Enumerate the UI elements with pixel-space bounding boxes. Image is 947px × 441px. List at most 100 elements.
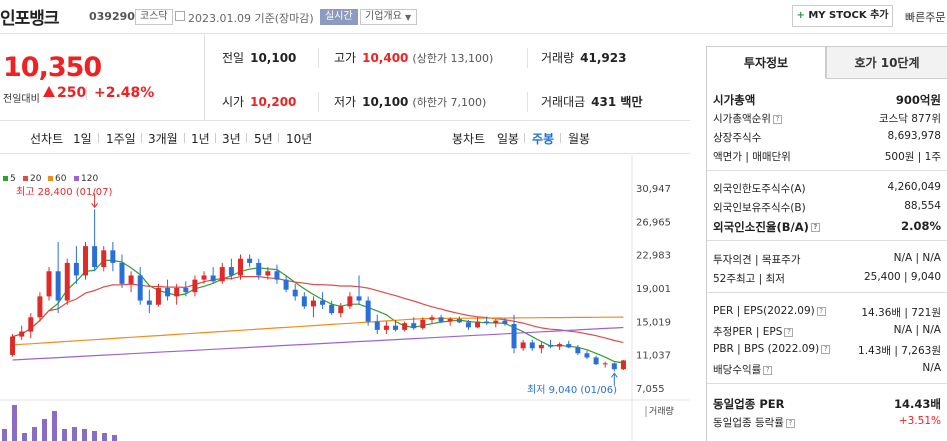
divider xyxy=(86,87,87,100)
company-overview-dropdown[interactable]: 기업개요 xyxy=(360,9,417,25)
foreign-rate-row: 외국인소진율(B/A)? 2.08% xyxy=(713,219,941,234)
candle-body xyxy=(128,275,134,284)
volume-bar xyxy=(82,429,87,441)
candle-body xyxy=(247,258,253,263)
candle-body xyxy=(584,353,590,358)
candle-body xyxy=(265,271,271,276)
dividend-row: 배당수익률? N/A xyxy=(713,362,941,376)
candle-body xyxy=(411,323,417,329)
candle-body xyxy=(37,296,43,318)
current-price: 10,350 xyxy=(3,52,102,83)
y-tick-label: 7,055 xyxy=(636,384,665,395)
ma60-line xyxy=(12,316,624,346)
candle-monthly[interactable]: 월봉 xyxy=(568,132,591,146)
chart-canvas: 30,947 26,965 22,983 19,001 15,019 11,037 7,05… xyxy=(0,155,690,441)
period-3y[interactable]: 3년 xyxy=(222,132,241,146)
period-1d[interactable]: 1일 xyxy=(73,132,92,146)
y-tick-label: 19,001 xyxy=(636,284,671,295)
high-arrow xyxy=(91,203,99,209)
candle-body xyxy=(420,319,426,329)
candle-body xyxy=(165,288,171,297)
candle-body xyxy=(347,296,353,307)
tab-investment-info[interactable]: 투자정보 xyxy=(707,46,826,79)
candle-body xyxy=(183,288,189,293)
price-change-rate: +2.48% xyxy=(94,85,155,101)
high-label: 최고 28,400 (01/07) xyxy=(16,186,112,198)
legend-ma60: 60 xyxy=(48,174,66,184)
est-per-row: 추정PER | EPS? N/A | N/A xyxy=(713,324,941,338)
ma20-line xyxy=(12,276,624,343)
candle-body xyxy=(310,300,316,307)
volume-bar xyxy=(62,429,67,441)
volume-label: 거래량 xyxy=(649,405,674,417)
period-3m[interactable]: 3개월 xyxy=(148,132,178,146)
help-icon[interactable]: ? xyxy=(784,327,794,337)
candle-body xyxy=(146,300,152,305)
help-icon[interactable]: ? xyxy=(810,223,820,232)
y-tick-label: 11,037 xyxy=(636,351,671,362)
add-my-stock-button[interactable]: + MY STOCK 추가 xyxy=(792,5,893,27)
period-10y[interactable]: 10년 xyxy=(286,132,313,146)
candle-body xyxy=(465,322,471,328)
tab-order-book[interactable]: 호가 10단계 xyxy=(826,46,947,79)
period-5y[interactable]: 5년 xyxy=(254,132,273,146)
candle-body xyxy=(447,318,453,322)
help-icon[interactable]: ? xyxy=(763,365,773,375)
candle-body xyxy=(155,288,161,305)
chart-range-bar: 선차트 1일 1주일 3개월 1년 3년 5년 10년 봉차트 일봉 주봉 월봉 xyxy=(0,120,690,154)
candle-body xyxy=(137,275,143,301)
candle-body xyxy=(356,296,362,301)
help-icon[interactable]: ? xyxy=(785,418,795,428)
market-cap-row: 시가총액 900억원 xyxy=(713,93,941,107)
candle-body xyxy=(520,342,526,349)
candle-body xyxy=(210,275,216,282)
period-1w[interactable]: 1주일 xyxy=(106,132,136,146)
cap-rank-row: 시가총액순위? 코스닥 877위 xyxy=(713,113,941,125)
candle-body xyxy=(256,262,262,276)
candle-body xyxy=(292,289,298,297)
candle-body xyxy=(365,300,371,322)
up-triangle-icon xyxy=(43,86,55,97)
price-change: 250 xyxy=(57,85,87,101)
candle-body xyxy=(529,342,535,349)
legend-ma120: 120 xyxy=(74,174,98,184)
candle-weekly[interactable]: 주봉 xyxy=(532,132,555,146)
candle-body xyxy=(593,357,599,365)
candle-body xyxy=(64,262,70,301)
volume-bar xyxy=(42,419,47,441)
stock-chart[interactable]: 5 20 60 120 30,947 26,965 22,983 19,001 15,0… xyxy=(0,155,690,441)
y-tick-label: 26,965 xyxy=(636,217,671,228)
help-icon[interactable]: ? xyxy=(821,344,831,354)
volume-bar xyxy=(2,429,7,441)
foreign-hold-row: 외국인보유주식수(B) 88,554 xyxy=(713,200,941,214)
candle-body xyxy=(493,320,499,324)
candle-body xyxy=(402,323,408,330)
candle-body xyxy=(374,321,380,330)
face-value-row: 액면가 | 매매단위 500원 | 1주 xyxy=(713,151,941,163)
low-arrow xyxy=(610,372,618,378)
y-tick-label: 30,947 xyxy=(636,184,671,195)
volume: 거래량 41,923 xyxy=(541,51,627,65)
help-icon[interactable]: ? xyxy=(816,306,826,316)
candle-body xyxy=(110,250,116,263)
shares-row: 상장주식수 8,693,978 xyxy=(713,130,941,144)
help-icon[interactable]: ? xyxy=(772,114,782,124)
candle-body xyxy=(383,325,389,330)
candle-body xyxy=(73,262,79,276)
ma120-line xyxy=(12,326,624,361)
candle-body xyxy=(611,363,617,370)
candle-body xyxy=(274,271,280,280)
candle-body xyxy=(429,317,435,320)
period-1y[interactable]: 1년 xyxy=(191,132,210,146)
stock-name: 인포뱅크 xyxy=(0,9,60,29)
low-price: 저가 10,100 (하한가 7,100) xyxy=(334,95,487,109)
candle-body xyxy=(620,360,626,370)
candle-daily[interactable]: 일봉 xyxy=(497,132,520,146)
per-row: PER | EPS(2022.09)? 14.36배 | 721원 xyxy=(713,305,941,319)
realtime-button[interactable]: 실시간 xyxy=(320,9,358,25)
quick-order-link[interactable]: 빠른주문 xyxy=(905,11,946,24)
candle-body xyxy=(238,258,243,276)
candle-body xyxy=(557,344,563,347)
candle-body xyxy=(46,271,52,297)
y-tick-label: 22,983 xyxy=(636,251,671,262)
